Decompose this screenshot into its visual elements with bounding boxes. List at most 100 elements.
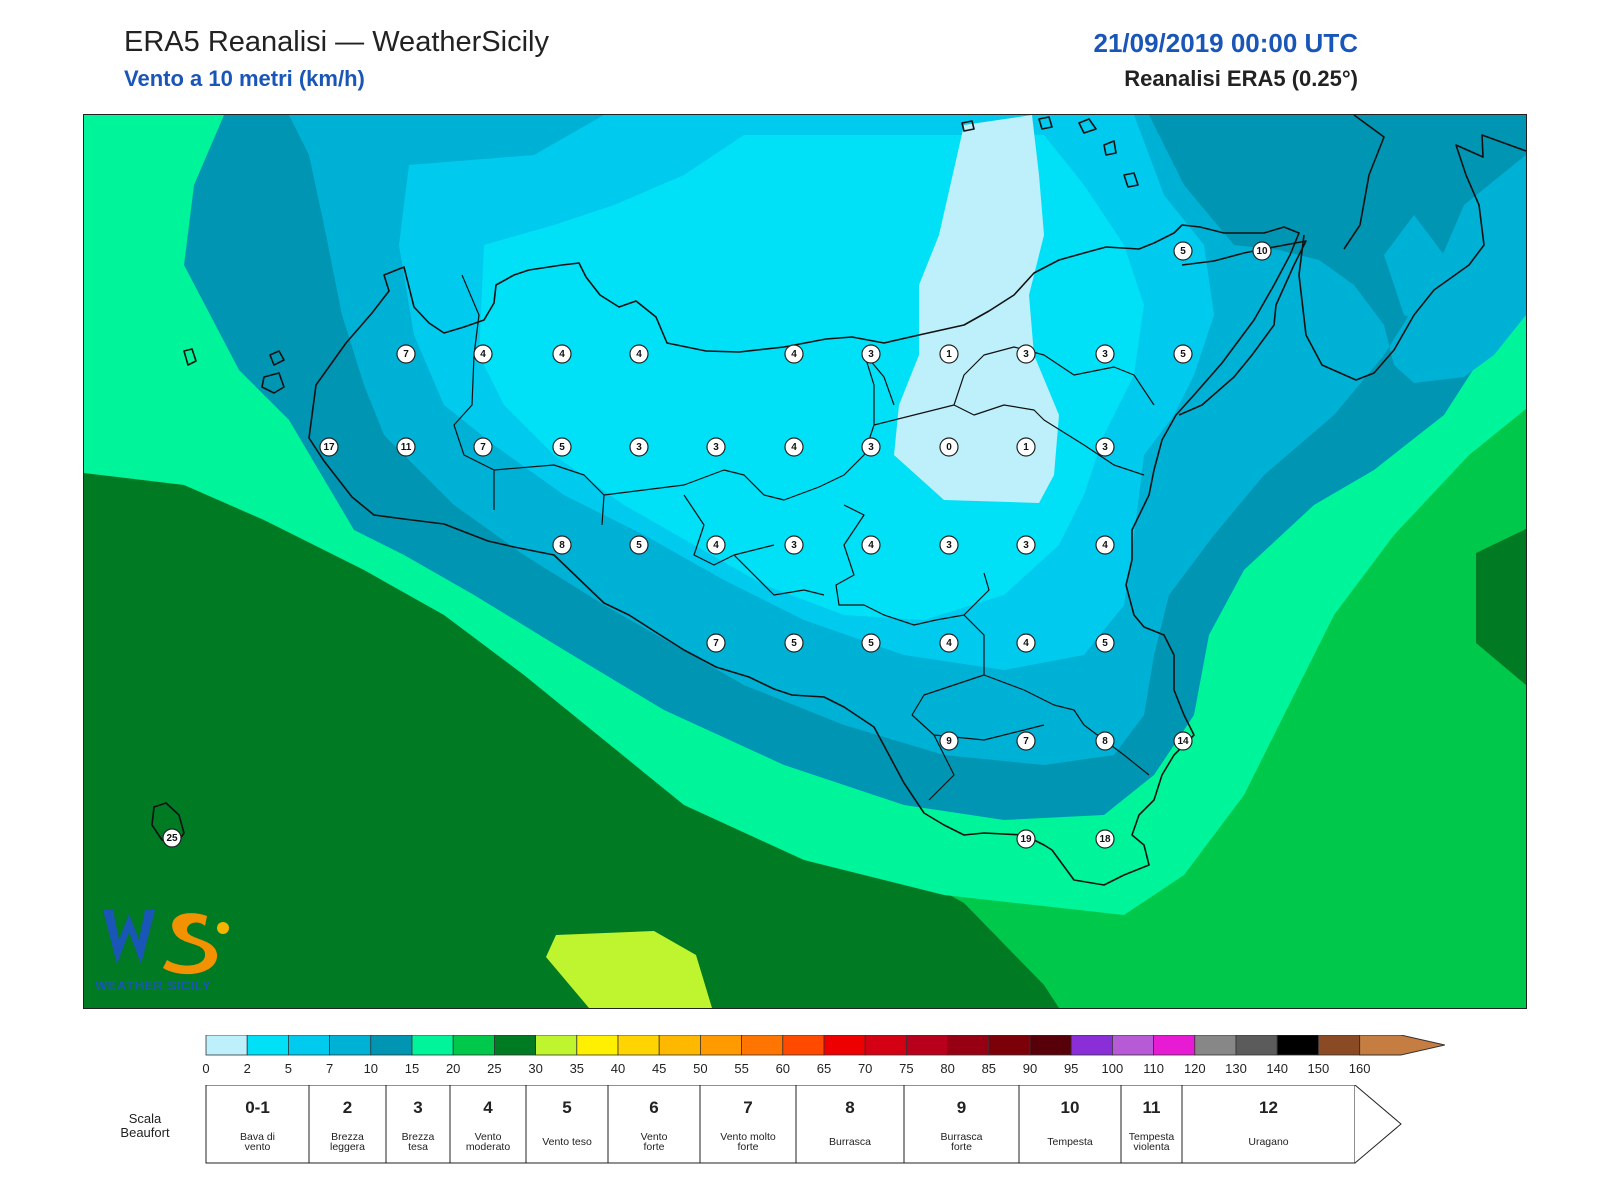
station-dot	[861, 437, 881, 457]
coastlines	[151, 115, 1526, 886]
calabria-north	[1343, 115, 1385, 250]
colorbar-tick-label: 35	[570, 1061, 584, 1076]
station-value: 10	[1256, 246, 1268, 257]
beaufort-scale-label: Scala Beaufort	[120, 1111, 170, 1140]
beaufort-cell	[699, 1085, 797, 1164]
station-value: 4	[559, 349, 565, 360]
station-marker: 3	[1016, 344, 1036, 364]
beaufort-cell	[205, 1085, 310, 1164]
station-dot	[1095, 535, 1115, 555]
station-marker: 5	[1173, 241, 1193, 261]
station-dot	[1095, 829, 1115, 849]
beaufort-level: 5 Vento teso	[525, 1085, 609, 1164]
colorbar-segment	[988, 1035, 1031, 1056]
colorbar-segment	[617, 1035, 660, 1056]
station-value: 4	[946, 638, 952, 649]
colorbar-tick-label: 85	[982, 1061, 996, 1076]
station-value: 3	[1102, 442, 1108, 453]
station-value: 3	[713, 442, 719, 453]
station-marker: 8	[552, 535, 572, 555]
station-value: 25	[166, 833, 178, 844]
colorbar-segment	[782, 1035, 825, 1056]
station-dot	[1016, 344, 1036, 364]
colorbar-segment	[906, 1035, 949, 1056]
station-marker: 7	[473, 437, 493, 457]
station-dot	[1016, 437, 1036, 457]
colorbar-tick-label: 160	[1349, 1061, 1371, 1076]
beaufort-number: 6	[649, 1098, 658, 1117]
station-value: 7	[403, 349, 409, 360]
station-dot	[1173, 241, 1193, 261]
station-value: 3	[1102, 349, 1108, 360]
beaufort-cell	[903, 1085, 1020, 1164]
station-marker: 11	[396, 437, 416, 457]
colorbar-tick-label: 10	[364, 1061, 378, 1076]
station-value: 4	[791, 349, 797, 360]
station-dot	[939, 437, 959, 457]
station-value: 1	[1023, 442, 1029, 453]
colorbar-segment	[1070, 1035, 1113, 1056]
station-value: 5	[559, 442, 565, 453]
station-marker: 5	[552, 437, 572, 457]
station-dot	[396, 344, 416, 364]
beaufort-cell	[385, 1085, 451, 1164]
colorbar-tick-label: 15	[405, 1061, 419, 1076]
station-dot	[629, 437, 649, 457]
station-marker: 1	[939, 344, 959, 364]
station-dot	[1095, 437, 1115, 457]
station-value: 1	[946, 349, 952, 360]
colorbar-tick-label: 55	[734, 1061, 748, 1076]
colorbar-tick-label: 75	[899, 1061, 913, 1076]
station-value: 3	[946, 540, 952, 551]
colorbar-segment	[535, 1035, 578, 1056]
zone-0-2	[894, 115, 1059, 503]
station-marker: 4	[706, 535, 726, 555]
station-value: 3	[868, 442, 874, 453]
beaufort-cell	[795, 1085, 905, 1164]
station-marker: 5	[1095, 633, 1115, 653]
station-marker: 3	[706, 437, 726, 457]
station-dot	[784, 344, 804, 364]
logo-wordmark: WEATHER SICILY	[95, 978, 212, 993]
logo-graphic	[103, 910, 229, 975]
beaufort-number: 10	[1061, 1098, 1080, 1117]
station-marker: 18	[1095, 829, 1115, 849]
colorbar-segment	[493, 1035, 536, 1056]
station-dot	[861, 633, 881, 653]
station-marker: 9	[939, 731, 959, 751]
colorbar-tick-label: 110	[1143, 1061, 1164, 1076]
station-dot	[939, 535, 959, 555]
station-value: 5	[791, 638, 797, 649]
colorbar-tick-label: 80	[940, 1061, 954, 1076]
station-dot	[473, 437, 493, 457]
colorbar-segment	[741, 1035, 784, 1056]
beaufort-level: 3 Brezza tesa	[385, 1085, 451, 1164]
station-value: 3	[868, 349, 874, 360]
station-value: 7	[1023, 736, 1029, 747]
station-dot	[1095, 731, 1115, 751]
station-marker: 14	[1173, 731, 1193, 751]
beaufort-level: 2 Brezza leggera	[308, 1085, 387, 1164]
station-dot	[706, 437, 726, 457]
colorbar-segment	[1235, 1035, 1278, 1056]
colorbar-tick-label: 20	[446, 1061, 460, 1076]
aegadian-island	[261, 372, 285, 394]
station-value: 0	[946, 442, 952, 453]
station-value: 4	[791, 442, 797, 453]
colorbar-tick-label: 120	[1184, 1061, 1206, 1076]
station-value: 4	[1023, 638, 1029, 649]
station-dot	[1095, 344, 1115, 364]
station-value: 4	[1102, 540, 1108, 551]
station-dot	[552, 437, 572, 457]
colorbar-tick-label: 7	[326, 1061, 333, 1076]
station-value: 5	[868, 638, 874, 649]
beaufort-cell	[1018, 1085, 1122, 1164]
beaufort-scale: 0-1 Bava di vento 2 Brezza leggera 3 Brezza tesa…	[205, 1085, 1402, 1164]
beaufort-level: 8 Burrasca	[795, 1085, 905, 1164]
station-marker: 4	[1095, 535, 1115, 555]
beaufort-name: Brezza tesa	[402, 1131, 435, 1153]
station-value: 4	[480, 349, 486, 360]
station-marker: 3	[629, 437, 649, 457]
station-marker: 4	[1016, 633, 1036, 653]
station-marker: 25	[162, 828, 182, 848]
